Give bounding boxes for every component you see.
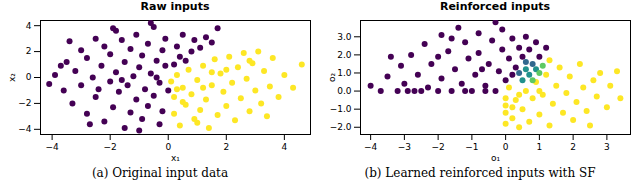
html-text:(b) Learned reinforced inputs: (b) Learned reinforced inputs with SF [364, 166, 596, 180]
svg-text:0.0: 0.0 [337, 86, 352, 96]
svg-text:2.0: 2.0 [337, 50, 352, 60]
svg-text:−2: −2 [104, 142, 117, 152]
svg-text:0: 0 [26, 72, 32, 82]
svg-text:3: 3 [604, 142, 610, 152]
html-text:(a) Original input data: (a) Original input data [91, 166, 229, 180]
svg-text:2: 2 [26, 46, 32, 56]
html-text:Raw inputs: Raw inputs [140, 0, 210, 13]
svg-text:−2.0: −2.0 [330, 122, 352, 132]
svg-text:o₂: o₂ [327, 73, 337, 83]
svg-text:0: 0 [165, 142, 171, 152]
svg-text:1.0: 1.0 [337, 68, 352, 78]
svg-text:−2: −2 [18, 98, 31, 108]
svg-text:0: 0 [503, 142, 509, 152]
svg-text:1: 1 [537, 142, 543, 152]
svg-text:−1: −1 [465, 142, 478, 152]
html-text:Reinforced inputs: Reinforced inputs [439, 0, 550, 13]
svg-text:−4: −4 [364, 142, 378, 152]
svg-text:2: 2 [223, 142, 229, 152]
svg-text:x₁: x₁ [171, 153, 180, 163]
svg-text:−4: −4 [18, 124, 32, 134]
svg-text:2: 2 [570, 142, 576, 152]
svg-text:−4: −4 [45, 142, 59, 152]
svg-text:−1.0: −1.0 [330, 104, 352, 114]
svg-text:−3: −3 [398, 142, 411, 152]
svg-text:4: 4 [282, 142, 288, 152]
svg-text:x₂: x₂ [7, 73, 17, 82]
svg-text:−2: −2 [431, 142, 444, 152]
svg-text:o₁: o₁ [491, 153, 501, 163]
svg-text:4: 4 [26, 21, 32, 31]
svg-text:3.0: 3.0 [337, 32, 352, 42]
